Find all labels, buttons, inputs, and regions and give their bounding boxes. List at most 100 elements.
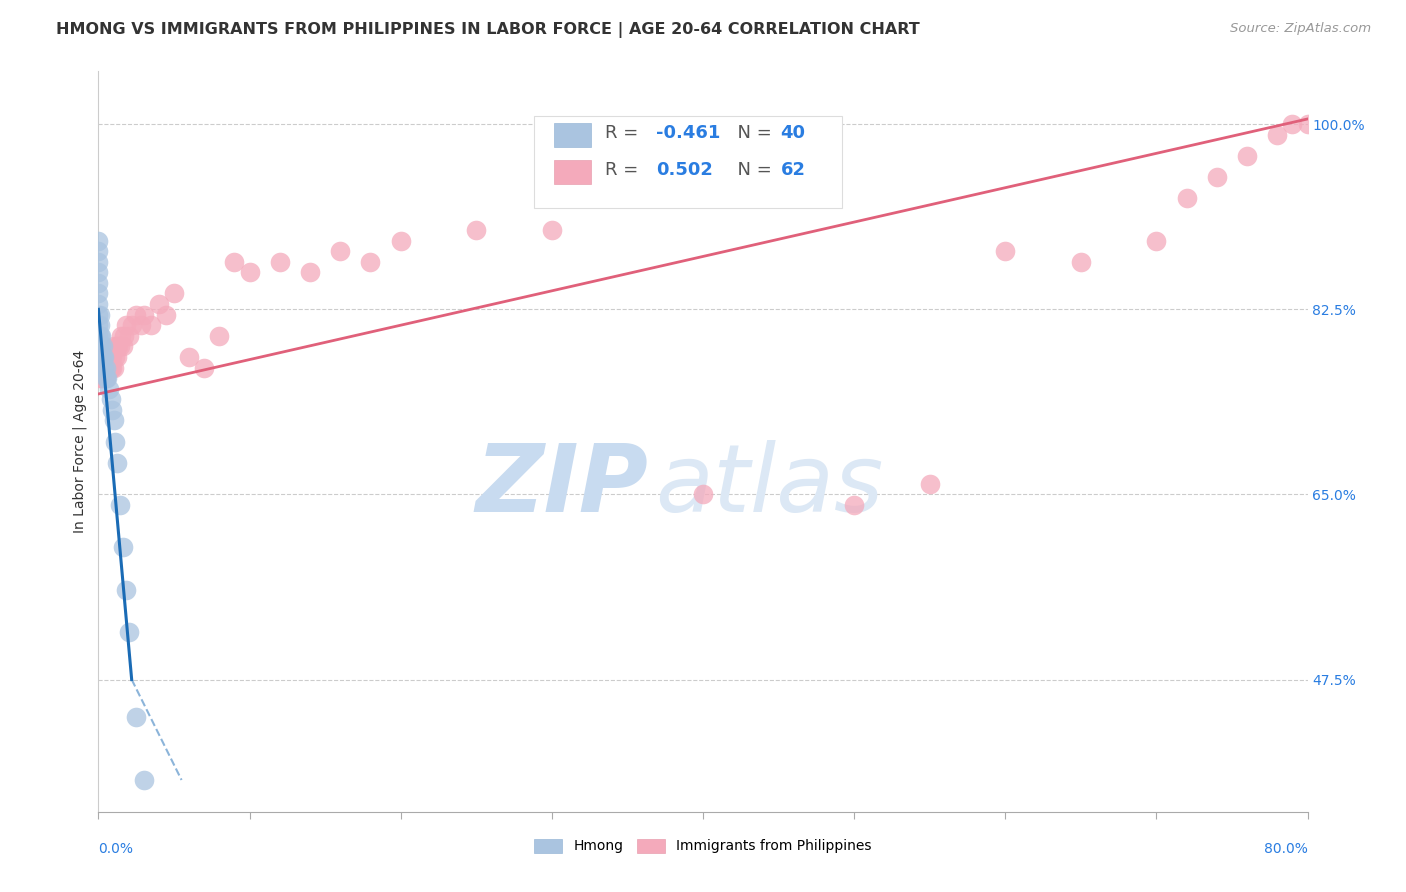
- Point: [148, 297, 170, 311]
- Point: [118, 624, 141, 639]
- Point: [103, 360, 125, 375]
- Point: [89, 339, 111, 353]
- Point: [918, 476, 941, 491]
- Point: [101, 402, 124, 417]
- Point: [1144, 234, 1167, 248]
- Text: Source: ZipAtlas.com: Source: ZipAtlas.com: [1230, 22, 1371, 36]
- Point: [129, 318, 152, 333]
- Text: 0.502: 0.502: [655, 161, 713, 178]
- Point: [105, 339, 128, 353]
- FancyBboxPatch shape: [554, 123, 591, 147]
- Point: [108, 498, 131, 512]
- Point: [87, 350, 110, 364]
- Text: atlas: atlas: [655, 441, 883, 532]
- Y-axis label: In Labor Force | Age 20-64: In Labor Force | Age 20-64: [73, 350, 87, 533]
- Point: [299, 265, 322, 279]
- Point: [110, 328, 132, 343]
- Point: [87, 328, 110, 343]
- Point: [90, 328, 112, 343]
- Point: [239, 265, 262, 279]
- Point: [90, 339, 112, 353]
- Point: [94, 371, 117, 385]
- Point: [112, 328, 135, 343]
- Point: [90, 350, 112, 364]
- Point: [103, 339, 125, 353]
- Point: [87, 286, 110, 301]
- Text: 0.0%: 0.0%: [98, 842, 134, 856]
- Point: [125, 709, 148, 723]
- Point: [118, 328, 141, 343]
- Point: [224, 254, 246, 268]
- Point: [111, 541, 134, 555]
- Point: [193, 360, 215, 375]
- Point: [105, 350, 128, 364]
- Text: ZIP: ZIP: [475, 440, 648, 532]
- Point: [93, 360, 115, 375]
- Point: [132, 772, 155, 787]
- Point: [103, 413, 125, 427]
- Text: 40: 40: [780, 124, 806, 142]
- Text: N =: N =: [725, 161, 778, 178]
- Point: [101, 360, 124, 375]
- Point: [87, 276, 110, 290]
- Text: HMONG VS IMMIGRANTS FROM PHILIPPINES IN LABOR FORCE | AGE 20-64 CORRELATION CHAR: HMONG VS IMMIGRANTS FROM PHILIPPINES IN …: [56, 22, 920, 38]
- FancyBboxPatch shape: [554, 160, 591, 184]
- Point: [269, 254, 291, 268]
- Point: [96, 360, 118, 375]
- Text: 62: 62: [780, 161, 806, 178]
- Point: [104, 434, 127, 449]
- Point: [1267, 128, 1289, 142]
- Point: [94, 371, 117, 385]
- Point: [96, 350, 118, 364]
- Point: [90, 371, 112, 385]
- Point: [91, 350, 114, 364]
- Point: [208, 328, 231, 343]
- Point: [1175, 191, 1198, 205]
- Point: [360, 254, 382, 268]
- Point: [87, 234, 110, 248]
- Point: [179, 350, 201, 364]
- Point: [89, 318, 111, 333]
- FancyBboxPatch shape: [534, 116, 842, 209]
- Point: [101, 350, 124, 364]
- Point: [1281, 117, 1303, 131]
- Point: [100, 350, 122, 364]
- Point: [87, 308, 110, 322]
- Text: R =: R =: [605, 161, 644, 178]
- Point: [87, 360, 110, 375]
- Point: [96, 371, 118, 385]
- Text: -0.461: -0.461: [655, 124, 720, 142]
- Point: [98, 382, 121, 396]
- Point: [93, 350, 115, 364]
- Text: R =: R =: [605, 124, 644, 142]
- Point: [389, 234, 412, 248]
- Point: [1296, 117, 1319, 131]
- Text: 80.0%: 80.0%: [1264, 842, 1308, 856]
- Point: [89, 308, 111, 322]
- Point: [163, 286, 186, 301]
- Point: [100, 392, 122, 407]
- Point: [90, 360, 112, 375]
- Text: N =: N =: [725, 124, 778, 142]
- Point: [98, 350, 121, 364]
- Point: [98, 360, 121, 375]
- Point: [994, 244, 1017, 259]
- Point: [114, 582, 136, 597]
- Point: [111, 339, 134, 353]
- Point: [329, 244, 352, 259]
- Point: [692, 487, 714, 501]
- Point: [87, 318, 110, 333]
- Point: [1206, 170, 1229, 185]
- Point: [132, 308, 155, 322]
- Point: [91, 350, 114, 364]
- Point: [1236, 149, 1258, 163]
- Point: [100, 360, 122, 375]
- Point: [155, 308, 177, 322]
- Point: [87, 254, 110, 268]
- Point: [1070, 254, 1092, 268]
- Point: [105, 456, 128, 470]
- Point: [844, 498, 866, 512]
- Point: [89, 328, 111, 343]
- Point: [89, 350, 111, 364]
- Point: [94, 360, 117, 375]
